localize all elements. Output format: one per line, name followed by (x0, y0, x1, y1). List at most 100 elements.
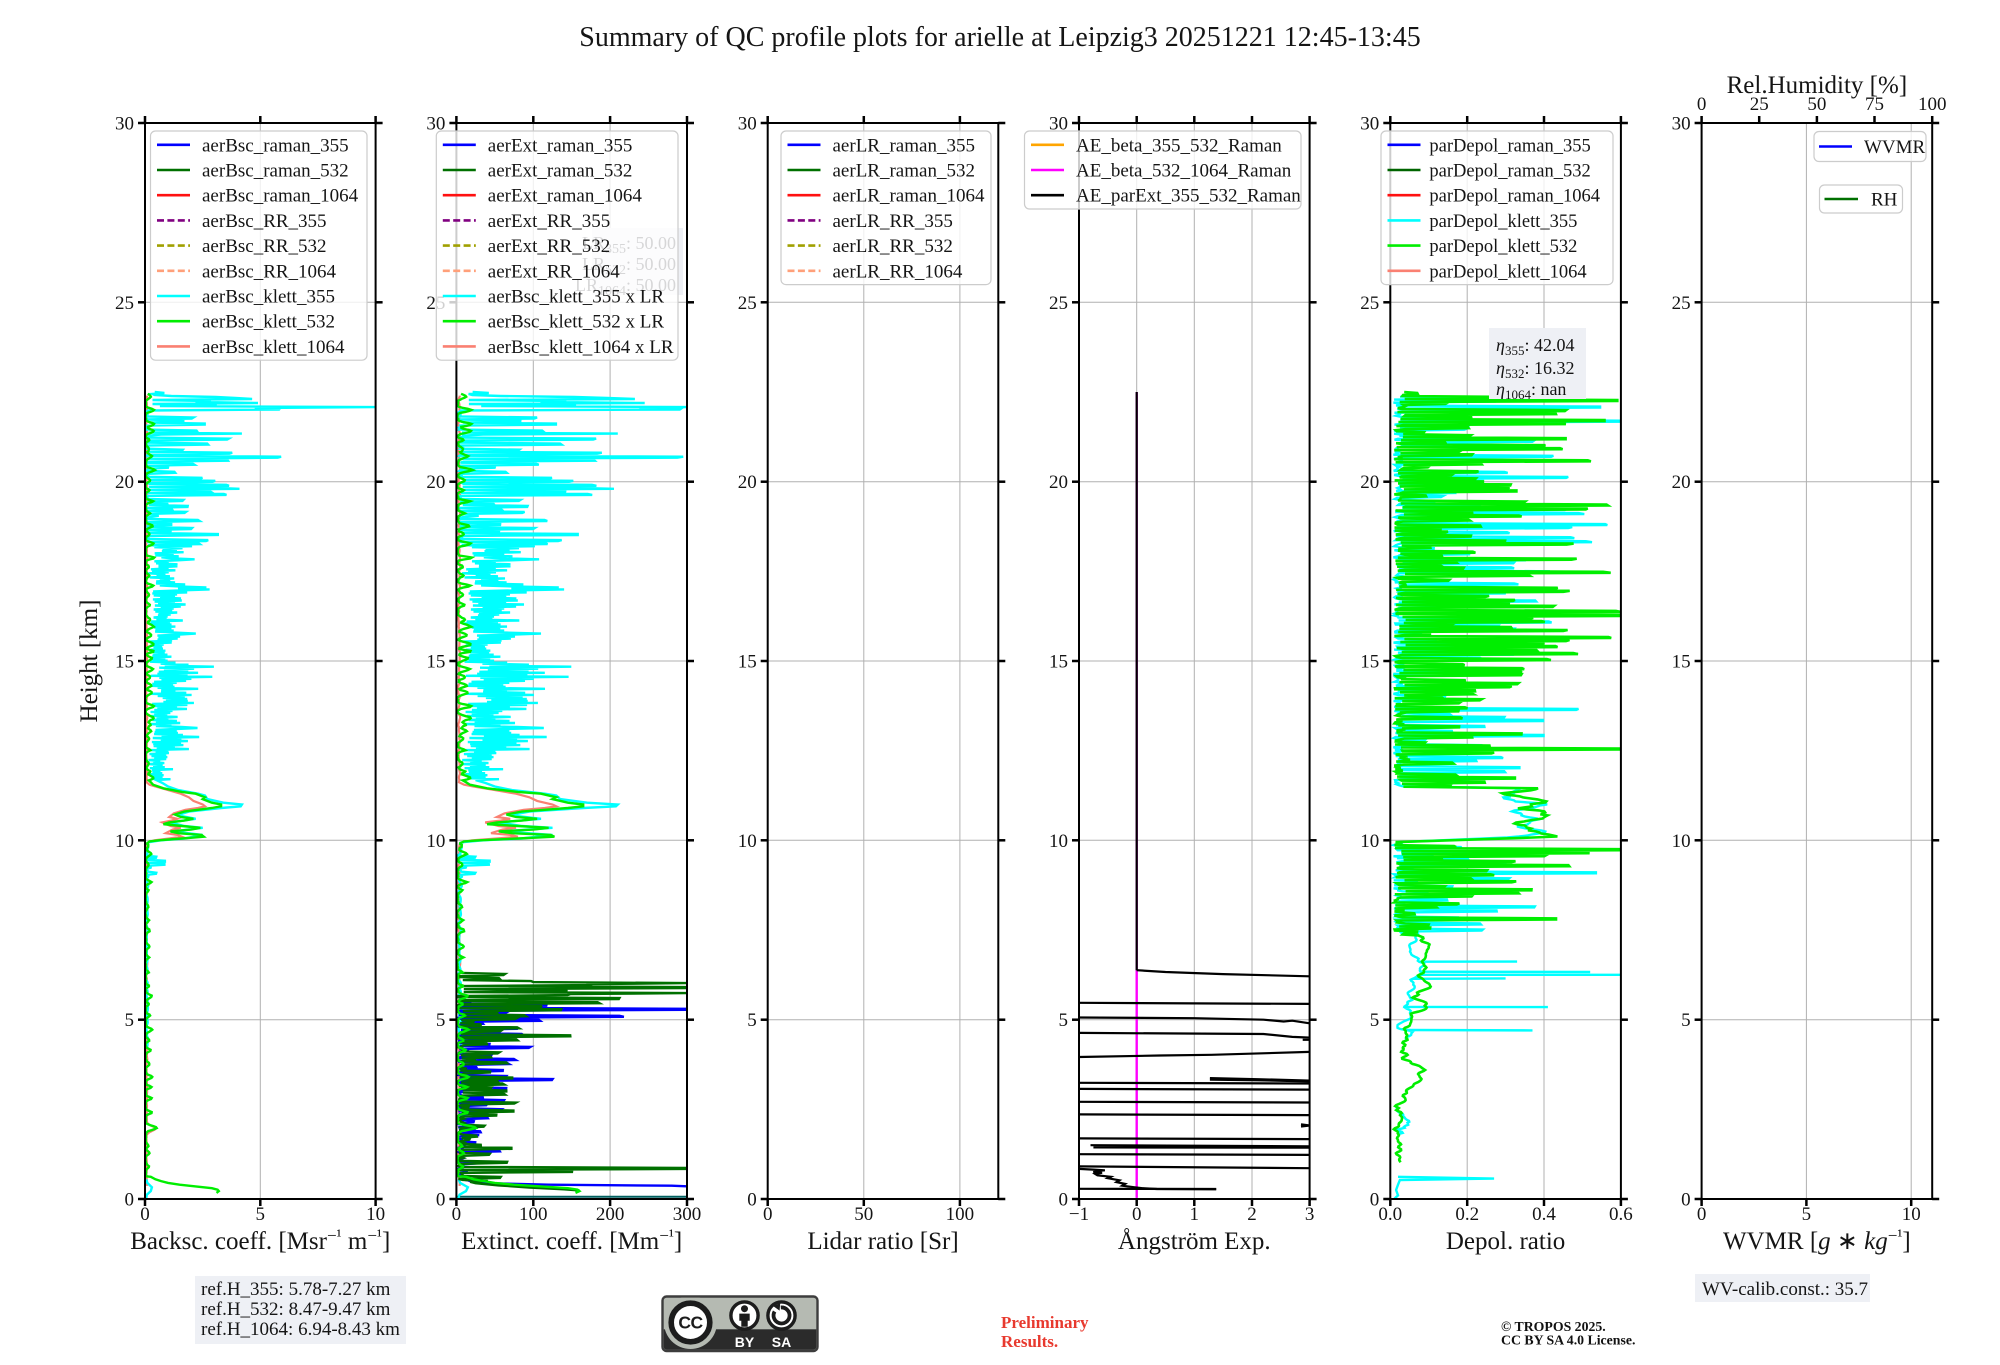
svg-text:aerBsc_raman_355: aerBsc_raman_355 (202, 135, 349, 156)
svg-text:30: 30 (1672, 114, 1691, 135)
svg-text:5: 5 (747, 1010, 757, 1031)
svg-text:aerLR_RR_1064: aerLR_RR_1064 (833, 261, 963, 282)
svg-text:parDepol_raman_532: parDepol_raman_532 (1429, 162, 1590, 182)
svg-text:WVMR [g ∗ kg−¹]: WVMR [g ∗ kg−¹] (1723, 1226, 1911, 1255)
svg-text:10: 10 (426, 831, 445, 852)
svg-text:5: 5 (436, 1010, 446, 1031)
svg-text:0: 0 (1681, 1190, 1691, 1211)
svg-text:50: 50 (854, 1204, 873, 1225)
svg-text:200: 200 (596, 1204, 625, 1225)
svg-text:100: 100 (1918, 94, 1947, 115)
svg-text:25: 25 (115, 293, 134, 314)
svg-text:15: 15 (1672, 652, 1691, 673)
svg-text:0: 0 (1697, 94, 1707, 115)
svg-text:Results.: Results. (1001, 1332, 1058, 1351)
svg-text:parDepol_raman_1064: parDepol_raman_1064 (1429, 187, 1600, 207)
svg-text:aerBsc_RR_532: aerBsc_RR_532 (202, 236, 327, 257)
svg-text:ref.H_355: 5.78-7.27 km: ref.H_355: 5.78-7.27 km (201, 1279, 391, 1300)
svg-text:aerExt_raman_355: aerExt_raman_355 (488, 135, 633, 156)
svg-text:aerExt_RR_532: aerExt_RR_532 (488, 236, 610, 257)
svg-text:Summary of QC profile plots fo: Summary of QC profile plots for arielle … (579, 22, 1420, 53)
svg-text:3: 3 (1305, 1204, 1315, 1225)
svg-text:20: 20 (738, 472, 757, 493)
svg-text:0: 0 (1059, 1190, 1069, 1211)
svg-text:ref.H_1064: 6.94-8.43 km: ref.H_1064: 6.94-8.43 km (201, 1319, 400, 1340)
svg-text:aerBsc_RR_355: aerBsc_RR_355 (202, 211, 327, 232)
svg-text:20: 20 (115, 472, 134, 493)
svg-text:0: 0 (1370, 1190, 1380, 1211)
svg-text:Rel.Humidity [%]: Rel.Humidity [%] (1727, 72, 1908, 99)
svg-text:parDepol_raman_355: parDepol_raman_355 (1429, 136, 1590, 156)
svg-text:aerLR_raman_1064: aerLR_raman_1064 (833, 186, 985, 207)
svg-text:BY: BY (735, 1334, 755, 1350)
svg-text:0.2: 0.2 (1455, 1204, 1479, 1225)
svg-text:Preliminary: Preliminary (1001, 1313, 1089, 1332)
svg-text:WVMR: WVMR (1864, 137, 1926, 158)
svg-text:Lidar ratio [Sr]: Lidar ratio [Sr] (807, 1228, 958, 1255)
svg-text:Ångström Exp.: Ångström Exp. (1118, 1228, 1271, 1255)
svg-text:300: 300 (673, 1204, 702, 1225)
svg-text:aerLR_RR_355: aerLR_RR_355 (833, 211, 953, 232)
svg-text:10: 10 (1902, 1204, 1921, 1225)
svg-text:0: 0 (1132, 1204, 1142, 1225)
svg-text:AE_beta_532_1064_Raman: AE_beta_532_1064_Raman (1076, 161, 1292, 182)
svg-text:15: 15 (426, 652, 445, 673)
svg-text:10: 10 (1360, 831, 1379, 852)
svg-text:aerBsc_raman_532: aerBsc_raman_532 (202, 161, 349, 182)
svg-text:30: 30 (1049, 114, 1068, 135)
svg-text:0.4: 0.4 (1532, 1204, 1556, 1225)
svg-text:30: 30 (1360, 114, 1379, 135)
svg-text:ref.H_532: 8.47-9.47 km: ref.H_532: 8.47-9.47 km (201, 1299, 391, 1320)
svg-text:SA: SA (772, 1334, 791, 1350)
svg-text:AE_beta_355_532_Raman: AE_beta_355_532_Raman (1076, 135, 1282, 156)
svg-text:aerLR_raman_532: aerLR_raman_532 (833, 161, 975, 182)
svg-text:CC: CC (678, 1313, 703, 1333)
svg-text:aerBsc_klett_532 x LR: aerBsc_klett_532 x LR (488, 312, 665, 333)
svg-text:aerExt_raman_532: aerExt_raman_532 (488, 161, 633, 182)
svg-text:5: 5 (1370, 1010, 1380, 1031)
svg-text:aerBsc_RR_1064: aerBsc_RR_1064 (202, 261, 337, 282)
svg-text:100: 100 (519, 1204, 548, 1225)
svg-text:0: 0 (1697, 1204, 1707, 1225)
svg-text:20: 20 (1049, 472, 1068, 493)
svg-text:CC BY SA 4.0 License.: CC BY SA 4.0 License. (1501, 1333, 1635, 1348)
svg-text:Extinct. coeff. [Mm−¹]: Extinct. coeff. [Mm−¹] (461, 1226, 682, 1255)
svg-text:WV-calib.const.: 35.7: WV-calib.const.: 35.7 (1702, 1279, 1868, 1300)
svg-text:Height [km]: Height [km] (76, 600, 103, 723)
svg-text:aerLR_RR_532: aerLR_RR_532 (833, 236, 953, 257)
svg-text:aerBsc_raman_1064: aerBsc_raman_1064 (202, 186, 359, 207)
svg-text:30: 30 (738, 114, 757, 135)
svg-text:η1064: nan: η1064: nan (1496, 379, 1566, 402)
svg-text:30: 30 (115, 114, 134, 135)
svg-text:parDepol_klett_355: parDepol_klett_355 (1429, 212, 1577, 232)
svg-text:1: 1 (1190, 1204, 1200, 1225)
svg-text:−1: −1 (1069, 1204, 1089, 1225)
svg-text:15: 15 (1049, 652, 1068, 673)
svg-text:5: 5 (125, 1010, 135, 1031)
svg-text:30: 30 (426, 114, 445, 135)
svg-text:20: 20 (1672, 472, 1691, 493)
svg-text:0.6: 0.6 (1609, 1204, 1633, 1225)
svg-text:25: 25 (738, 293, 757, 314)
svg-text:10: 10 (1049, 831, 1068, 852)
svg-text:aerExt_raman_1064: aerExt_raman_1064 (488, 186, 643, 207)
svg-text:10: 10 (366, 1204, 385, 1225)
svg-text:aerBsc_klett_1064 x LR: aerBsc_klett_1064 x LR (488, 337, 674, 358)
svg-text:0: 0 (125, 1190, 135, 1211)
svg-text:η355: 42.04: η355: 42.04 (1496, 335, 1574, 358)
svg-text:15: 15 (115, 652, 134, 673)
svg-text:15: 15 (1360, 652, 1379, 673)
svg-text:25: 25 (1750, 94, 1769, 115)
svg-text:Backsc. coeff. [Msr−¹ m−¹]: Backsc. coeff. [Msr−¹ m−¹] (130, 1226, 390, 1255)
svg-text:parDepol_klett_532: parDepol_klett_532 (1429, 237, 1577, 257)
svg-text:10: 10 (115, 831, 134, 852)
svg-text:25: 25 (1360, 293, 1379, 314)
svg-text:aerBsc_klett_355: aerBsc_klett_355 (202, 287, 335, 308)
svg-text:25: 25 (1049, 293, 1068, 314)
svg-text:aerLR_raman_355: aerLR_raman_355 (833, 135, 975, 156)
svg-text:5: 5 (1681, 1010, 1691, 1031)
svg-text:RH: RH (1871, 190, 1898, 211)
svg-text:0: 0 (763, 1204, 773, 1225)
svg-text:0.0: 0.0 (1378, 1204, 1402, 1225)
svg-text:75: 75 (1865, 94, 1884, 115)
